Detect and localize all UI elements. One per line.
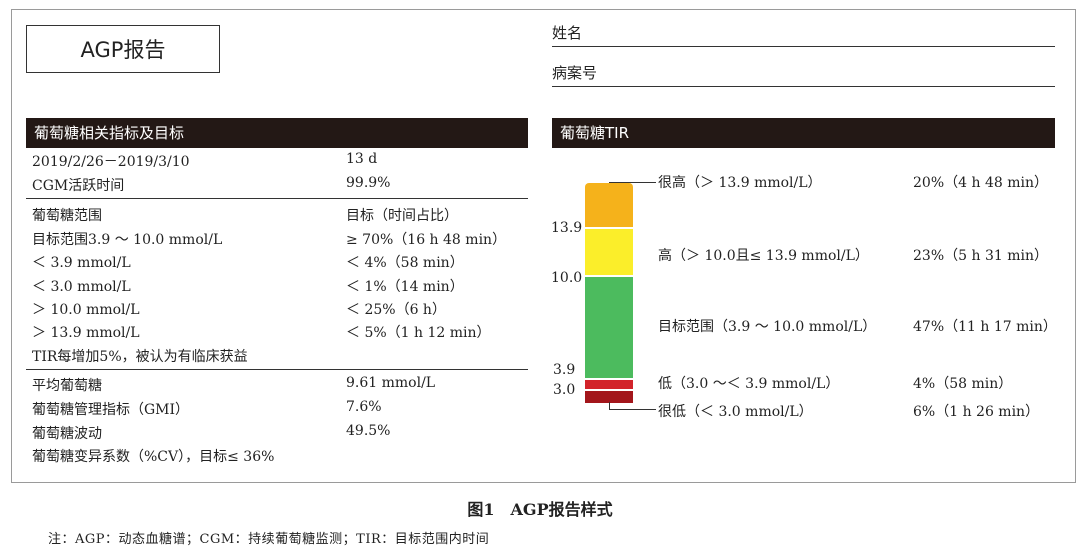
range-header-label: 葡萄糖范围 <box>32 208 102 224</box>
high-band <box>585 229 633 275</box>
band-label: 很高（＞ 13.9 mmol/L） <box>658 175 822 191</box>
axis-tick-label: 3.0 <box>553 382 576 398</box>
period-label: 2019/2/26－2019/3/10 <box>32 154 190 170</box>
range-row-label: ＜ 3.0 mmol/L <box>32 279 131 295</box>
band-label: 很低（＜ 3.0 mmol/L） <box>658 404 813 420</box>
target-band <box>585 277 633 378</box>
range-row-label: ＞ 13.9 mmol/L <box>32 325 140 341</box>
cgm-active-value: 99.9% <box>346 175 391 191</box>
band-label: 目标范围（3.9 ～ 10.0 mmol/L） <box>658 319 877 335</box>
report-frame <box>11 9 1076 483</box>
band-label: 低（3.0 ～＜ 3.9 mmol/L） <box>658 376 840 392</box>
range-row-value: ＜ 5%（1 h 12 min） <box>346 325 491 341</box>
figure-caption: 图1 AGP报告样式 <box>467 500 613 519</box>
range-row-value: ＜ 25%（6 h） <box>346 302 446 318</box>
divider <box>26 369 528 370</box>
leader-line <box>609 402 610 409</box>
axis-tick-label: 3.9 <box>553 362 576 378</box>
range-row-label: ＞ 10.0 mmol/L <box>32 302 140 318</box>
band-value: 4%（58 min） <box>913 376 1013 392</box>
record-number-field: 病案号 <box>552 62 1055 87</box>
report-title: AGP报告 <box>26 25 220 73</box>
name-field: 姓名 <box>552 22 1055 47</box>
mean-glucose-label: 平均葡萄糖 <box>32 378 102 394</box>
range-row-value: ＜ 1%（14 min） <box>346 279 464 295</box>
variability-value: 49.5% <box>346 423 391 439</box>
band-label: 高（＞ 10.0且≤ 13.9 mmol/L） <box>658 248 869 264</box>
range-header-value: 目标（时间占比） <box>346 208 458 224</box>
low-band <box>585 380 633 389</box>
axis-tick-label: 13.9 <box>551 220 583 236</box>
divider <box>26 198 528 199</box>
band-value: 23%（5 h 31 min） <box>913 248 1048 264</box>
gmi-label: 葡萄糖管理指标（GMI） <box>32 402 190 418</box>
glucose-section-header: 葡萄糖相关指标及目标 <box>26 118 528 148</box>
band-value: 6%（1 h 26 min） <box>913 404 1040 420</box>
very-low-band <box>585 391 633 403</box>
gmi-value: 7.6% <box>346 399 382 415</box>
variability-label: 葡萄糖波动 <box>32 426 102 442</box>
cv-note: 葡萄糖变异系数（%CV），目标≤ 36% <box>32 449 275 465</box>
cgm-active-label: CGM活跃时间 <box>32 178 125 194</box>
name-label: 姓名 <box>552 24 583 42</box>
range-row-label: ＜ 3.9 mmol/L <box>32 255 131 271</box>
band-value: 47%（11 h 17 min） <box>913 319 1057 335</box>
band-value: 20%（4 h 48 min） <box>913 175 1048 191</box>
range-row-value: ≥ 70%（16 h 48 min） <box>346 232 507 248</box>
mean-glucose-value: 9.61 mmol/L <box>346 375 436 391</box>
footnote: 注：AGP：动态血糖谱；CGM：持续葡萄糖监测；TIR：目标范围内时间 <box>48 532 490 547</box>
tir-note: TIR每增加5%，被认为有临床获益 <box>32 349 248 365</box>
leader-line <box>609 182 656 183</box>
tir-section-header: 葡萄糖TIR <box>552 118 1055 148</box>
leader-line <box>609 409 656 410</box>
axis-tick-label: 10.0 <box>551 270 583 286</box>
record-label: 病案号 <box>552 64 598 82</box>
range-row-value: ＜ 4%（58 min） <box>346 255 464 271</box>
period-value: 13 d <box>346 151 378 167</box>
very-high-band <box>585 183 633 227</box>
range-row-label: 目标范围3.9 ～ 10.0 mmol/L <box>32 232 223 248</box>
